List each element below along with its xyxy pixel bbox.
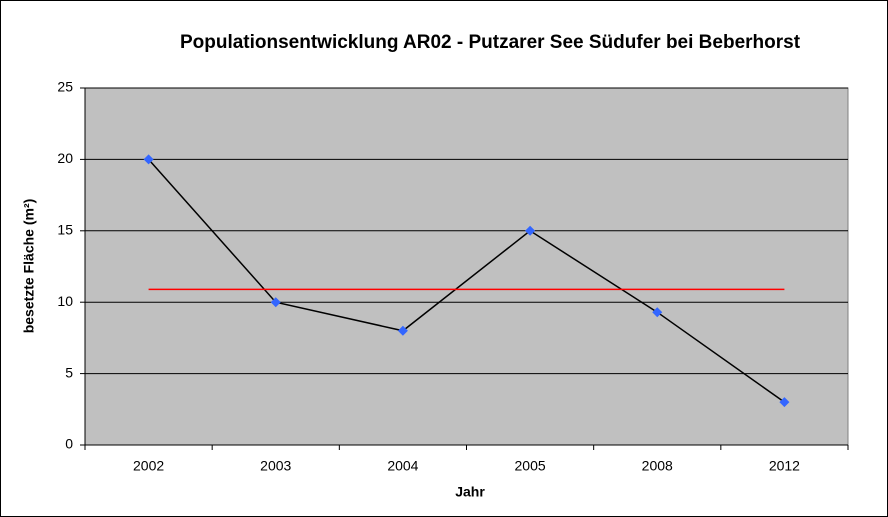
marker bbox=[652, 307, 663, 318]
x-tick-label: 2004 bbox=[387, 458, 418, 474]
y-tick-label: 5 bbox=[65, 364, 73, 380]
series-line bbox=[148, 158, 785, 403]
x-tick-label: 2002 bbox=[133, 458, 164, 474]
x-tick-label: 2003 bbox=[260, 458, 291, 474]
y-axis-label: besetzte Fläche (m²) bbox=[21, 199, 37, 334]
y-tick-label: 10 bbox=[57, 293, 73, 309]
chart-title: Populationsentwicklung AR02 - Putzarer S… bbox=[179, 32, 801, 53]
marker bbox=[143, 154, 154, 165]
marker bbox=[270, 297, 281, 308]
x-axis-label: Jahr bbox=[455, 484, 485, 500]
x-tick-label: 2012 bbox=[769, 458, 800, 474]
y-tick-label: 0 bbox=[65, 436, 73, 452]
plot-area bbox=[84, 87, 849, 446]
marker bbox=[525, 225, 536, 236]
marker bbox=[397, 325, 408, 336]
y-tick-label: 15 bbox=[57, 222, 73, 238]
y-tick-label: 20 bbox=[57, 150, 73, 166]
x-tick-label: 2008 bbox=[642, 458, 673, 474]
marker bbox=[779, 397, 790, 408]
y-tick-label: 25 bbox=[57, 79, 73, 95]
x-tick-label: 2005 bbox=[515, 458, 546, 474]
